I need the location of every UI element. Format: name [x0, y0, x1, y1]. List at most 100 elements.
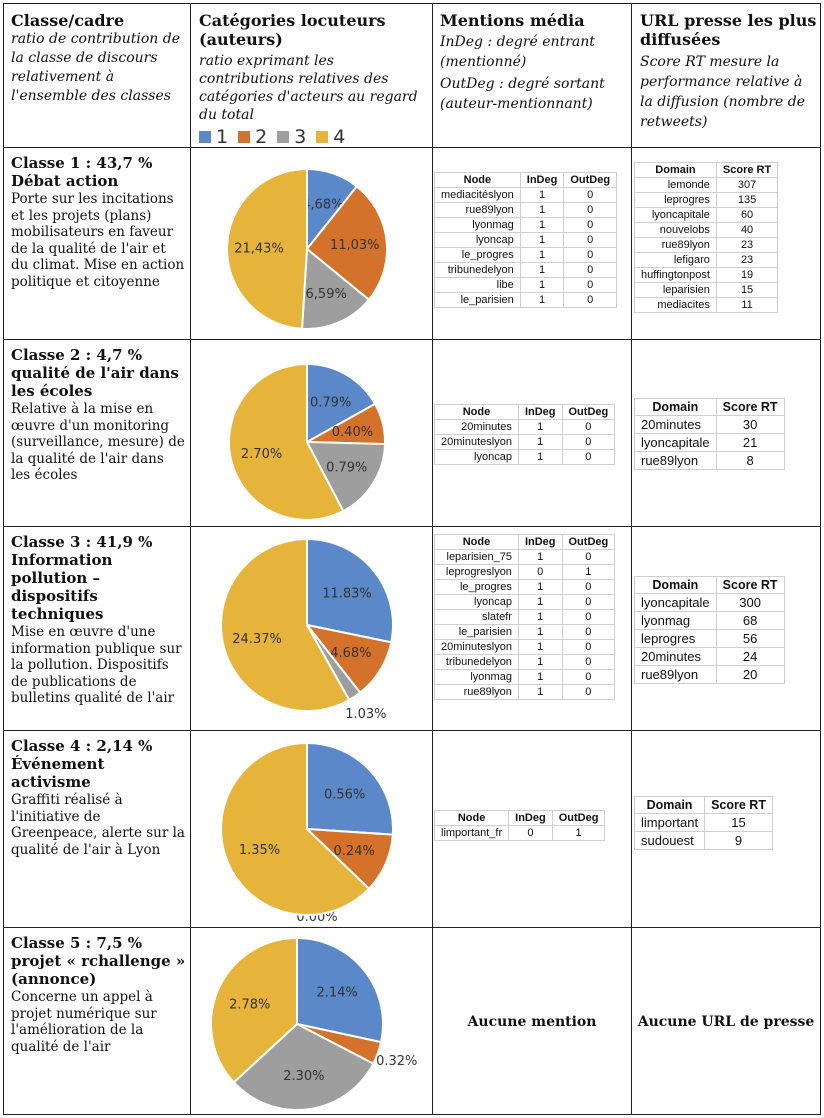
pie-chart-class-1: 4,68% 11,03% 6,59% 21,43% [226, 167, 388, 330]
header-classe-cadre: Classe/cadre ratio de contribution de la… [11, 11, 187, 145]
table-row: le_progres 1 0 [434, 247, 618, 263]
outdeg-cell: 0 [562, 654, 616, 670]
table-row: le_parisien 1 0 [434, 292, 618, 308]
node-cell: leprogreslyon [434, 564, 519, 580]
pie-chart-class-3: 11.83% 4.68% 1.03% 24.37% [220, 537, 394, 722]
outdeg-cell: 0 [563, 187, 618, 203]
column-divider [190, 4, 191, 1114]
class-description: Relative à la mise en œuvre d'un monitor… [11, 401, 185, 483]
pie-data-label: 2.78% [229, 997, 270, 1012]
header-categories: Catégories locuteurs (auteurs) ratio exp… [199, 11, 427, 145]
table-row: sudouest 9 [634, 831, 773, 850]
domain-cell: lyoncapitale [634, 433, 717, 452]
node-cell: lyonmag [434, 669, 519, 685]
column-header-domain: Domain [634, 398, 717, 416]
node-cell: tribunedelyon [434, 654, 519, 670]
domain-cell: 20minutes [634, 647, 717, 666]
domain-cell: nouvelobs [634, 222, 717, 238]
score-cell: 300 [716, 593, 785, 612]
column-header-domain: Domain [634, 162, 717, 178]
pie-slice-3 [232, 1022, 375, 1111]
node-cell: le_progres [434, 579, 519, 595]
outdeg-cell: 1 [562, 564, 616, 580]
url-table: Domain Score RT 20minutes 30 lyoncapitale 21 r… [634, 398, 785, 470]
domain-cell: 20minutes [634, 415, 717, 434]
table-row: leprogreslyon 0 1 [434, 564, 616, 580]
outdeg-cell: 0 [562, 449, 616, 465]
header-subtitle: ratio de contribution de la classe de di… [11, 31, 181, 104]
class-3-cell: Classe 3 : 41,9 % Information pollution … [11, 533, 187, 728]
pie-data-label: 0.56% [324, 788, 365, 803]
score-cell: 60 [716, 207, 779, 223]
pie-slice-4 [226, 167, 308, 330]
class-title: Classe 5 : 7,5 % projet « rchallenge » (… [11, 934, 186, 988]
indeg-cell: 1 [520, 247, 565, 263]
pie-slice-1 [306, 741, 394, 836]
url-table-class-4: Domain Score RT limportant 15 sudouest 9 [634, 796, 818, 850]
table-row: nouvelobs 40 [634, 222, 779, 238]
score-cell: 23 [716, 237, 779, 253]
table-row: limportant_fr 0 1 [434, 825, 606, 841]
domain-cell: rue89lyon [634, 451, 717, 470]
pie-data-label: 0.40% [332, 425, 373, 440]
node-cell: 20minuteslyon [434, 434, 519, 450]
table-row: 20minutes 30 [634, 415, 785, 434]
column-header-indeg: InDeg [508, 810, 553, 826]
outdeg-cell: 1 [552, 825, 606, 841]
score-cell: 15 [716, 282, 779, 298]
node-cell: 20minuteslyon [434, 639, 519, 655]
indeg-cell: 1 [520, 187, 565, 203]
domain-cell: leparisien [634, 282, 717, 298]
table-row: lyoncapitale 60 [634, 207, 779, 223]
domain-cell: rue89lyon [634, 237, 717, 253]
column-header-score: Score RT [716, 576, 785, 594]
header-mentions: Mentions média InDeg : degré entrant (me… [440, 11, 628, 145]
domain-cell: lefigaro [634, 252, 717, 268]
column-header-score: Score RT [704, 796, 773, 814]
outdeg-cell: 0 [562, 669, 616, 685]
table-header-row: Node InDeg OutDeg [434, 172, 618, 188]
outdeg-cell: 0 [563, 262, 618, 278]
pie-slice-3 [305, 440, 386, 513]
node-cell: libe [434, 277, 521, 293]
indeg-cell: 1 [520, 232, 565, 248]
pie-data-label: 2.30% [283, 1069, 324, 1084]
column-header-node: Node [434, 404, 519, 420]
class-title: Classe 1 : 43,7 % Débat action [11, 154, 153, 190]
table-row: 20minutes 1 0 [434, 419, 616, 435]
pie-data-label: 0.32% [376, 1054, 417, 1069]
column-header-outdeg: OutDeg [562, 534, 616, 550]
outdeg-cell: 0 [562, 609, 616, 625]
node-cell: 20minutes [434, 419, 519, 435]
url-table-class-2: Domain Score RT 20minutes 30 lyoncapitale 21 r… [634, 398, 818, 470]
score-cell: 15 [704, 813, 773, 832]
outdeg-cell: 0 [562, 624, 616, 640]
score-cell: 30 [716, 415, 785, 434]
no-urls-text: Aucune URL de presse [637, 1014, 815, 1030]
indeg-cell: 1 [520, 262, 565, 278]
table-row: lyoncap 1 0 [434, 232, 618, 248]
node-cell: slatefr [434, 609, 519, 625]
pie-slice-1 [296, 936, 384, 1044]
node-cell: le_parisien [434, 624, 519, 640]
class-4-cell: Classe 4 : 2,14 % Événement activisme Gr… [11, 737, 187, 925]
node-cell: le_parisien [434, 292, 521, 308]
table-header-row: Domain Score RT [634, 796, 773, 814]
pie-data-label: 6,59% [306, 287, 347, 302]
table-row: slatefr 1 0 [434, 609, 616, 625]
pie-chart-class-2: 0.79% 0.40% 0.79% 2.70% [228, 362, 386, 521]
legend-item: 3 [277, 126, 306, 145]
pie-data-label: 11,03% [330, 238, 380, 253]
score-cell: 23 [716, 252, 779, 268]
legend-label: 1 [216, 126, 229, 145]
url-table: Domain Score RT lyoncapitale 300 lyonmag 68 le… [634, 576, 785, 684]
indeg-cell: 1 [518, 624, 563, 640]
domain-cell: leprogres [634, 192, 717, 208]
legend-swatch [238, 131, 251, 143]
pie-data-label: 21,43% [234, 242, 284, 257]
score-cell: 21 [716, 433, 785, 452]
indeg-cell: 1 [518, 669, 563, 685]
column-divider [432, 4, 433, 1114]
indeg-cell: 1 [518, 654, 563, 670]
url-table-class-3: Domain Score RT lyoncapitale 300 lyonmag 68 le… [634, 576, 818, 684]
